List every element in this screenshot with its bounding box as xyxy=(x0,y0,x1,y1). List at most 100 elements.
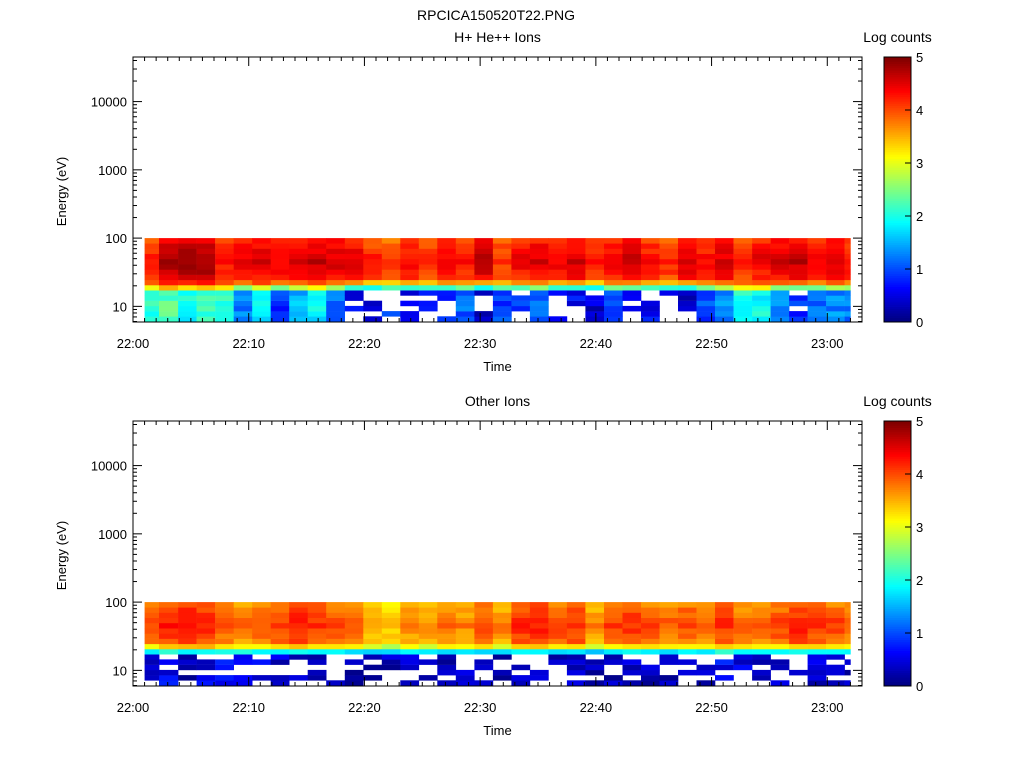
colorbar-swatch xyxy=(884,666,911,669)
heatmap-cell xyxy=(326,316,345,322)
heatmap-cell xyxy=(622,269,642,275)
heatmap-cell xyxy=(585,628,605,634)
heatmap-cell xyxy=(400,311,420,317)
heatmap-cell xyxy=(159,633,179,639)
heatmap-cell xyxy=(566,279,586,286)
heatmap-cell xyxy=(270,253,290,260)
heatmap-cell xyxy=(826,238,845,244)
heatmap-cell xyxy=(826,259,845,265)
heatmap-cell xyxy=(807,628,827,634)
colorbar-swatch xyxy=(884,297,911,301)
heatmap-cell xyxy=(678,243,697,249)
heatmap-cell xyxy=(252,238,271,244)
heatmap-cell xyxy=(270,623,290,629)
heatmap-cell xyxy=(326,279,345,286)
heatmap-cell xyxy=(363,300,383,307)
colorbar-swatch xyxy=(884,204,911,208)
colorbar-swatch xyxy=(884,110,911,113)
heatmap-cell xyxy=(178,264,197,270)
heatmap-cell xyxy=(215,279,234,286)
heatmap-cell xyxy=(789,295,808,301)
heatmap-cell xyxy=(826,654,845,660)
heatmap-cell xyxy=(622,633,642,639)
heatmap-cell xyxy=(715,274,734,281)
heatmap-cell xyxy=(715,664,734,671)
heatmap-cell xyxy=(326,269,345,275)
heatmap-cell xyxy=(178,285,197,291)
heatmap-cell xyxy=(381,602,401,608)
heatmap-cell xyxy=(196,290,216,296)
heatmap-cell xyxy=(363,269,383,275)
colorbar-swatch xyxy=(884,103,911,106)
heatmap-cell xyxy=(566,295,586,301)
heatmap-cell xyxy=(622,248,642,254)
heatmap-cell xyxy=(307,305,327,312)
heatmap-cells xyxy=(144,602,851,686)
heatmap-cell xyxy=(548,659,568,665)
heatmap-cell xyxy=(215,659,234,665)
heatmap-cell xyxy=(529,300,549,307)
heatmap-cell xyxy=(641,628,660,634)
colorbar-swatch xyxy=(884,315,911,318)
heatmap-cell xyxy=(233,607,253,613)
heatmap-cell xyxy=(807,659,827,665)
heatmap-cell xyxy=(400,638,420,645)
colorbar-swatch xyxy=(884,291,911,294)
heatmap-cell xyxy=(826,269,845,275)
heatmap-cell xyxy=(529,612,549,618)
heatmap-cell xyxy=(418,248,438,254)
colorbar-swatch xyxy=(884,504,911,508)
heatmap-cell xyxy=(641,638,660,645)
heatmap-cell xyxy=(733,253,753,260)
colorbar-swatch xyxy=(884,233,911,237)
heatmap-cell xyxy=(289,638,308,645)
colorbar-tick-label: 3 xyxy=(916,156,923,171)
heatmap-cell xyxy=(233,617,253,624)
heatmap-cell xyxy=(270,300,290,307)
heatmap-cell xyxy=(159,623,179,629)
heatmap-cell xyxy=(400,602,420,608)
colorbar-swatch xyxy=(884,482,911,486)
heatmap-cell xyxy=(474,264,494,270)
heatmap-cell xyxy=(529,279,549,286)
colorbar-swatch xyxy=(884,573,911,576)
heatmap-cell xyxy=(178,659,197,665)
heatmap-cell xyxy=(511,274,531,281)
heatmap-cell xyxy=(548,264,568,270)
heatmap-cell xyxy=(529,316,549,322)
heatmap-cell xyxy=(622,643,642,650)
heatmap-cell xyxy=(196,638,216,645)
heatmap-cell xyxy=(678,285,697,291)
colorbar-swatch xyxy=(884,496,911,499)
heatmap-cell xyxy=(678,274,697,281)
heatmap-cell xyxy=(492,238,512,244)
heatmap-cell xyxy=(178,274,197,281)
heatmap-cell xyxy=(196,664,216,671)
heatmap-cell xyxy=(566,602,586,608)
heatmap-cell xyxy=(770,259,790,265)
colorbar-swatch xyxy=(884,637,911,641)
colorbar-swatch xyxy=(884,302,911,305)
heatmap-cell xyxy=(529,269,549,275)
heatmap-cell xyxy=(474,623,494,629)
colorbar-swatch xyxy=(884,436,911,440)
colorbar-tick-label: 4 xyxy=(916,103,923,118)
heatmap-cell xyxy=(326,638,345,645)
heatmap-cell xyxy=(826,680,845,686)
heatmap-cell xyxy=(363,253,383,260)
heatmap-cell xyxy=(270,290,290,296)
heatmap-cell xyxy=(307,612,327,618)
heatmap-cell xyxy=(437,649,457,655)
heatmap-cell xyxy=(196,305,216,312)
colorbar-swatch xyxy=(884,165,911,168)
heatmap-cell xyxy=(196,659,216,665)
colorbar-swatch xyxy=(884,593,911,596)
heatmap-cell xyxy=(752,607,771,613)
heatmap-cell xyxy=(159,638,179,645)
heatmap-cell xyxy=(622,243,642,249)
heatmap-cell xyxy=(752,238,771,244)
heatmap-cell xyxy=(678,617,697,624)
colorbar-tick-label: 3 xyxy=(916,520,923,535)
heatmap-cell xyxy=(344,669,364,676)
